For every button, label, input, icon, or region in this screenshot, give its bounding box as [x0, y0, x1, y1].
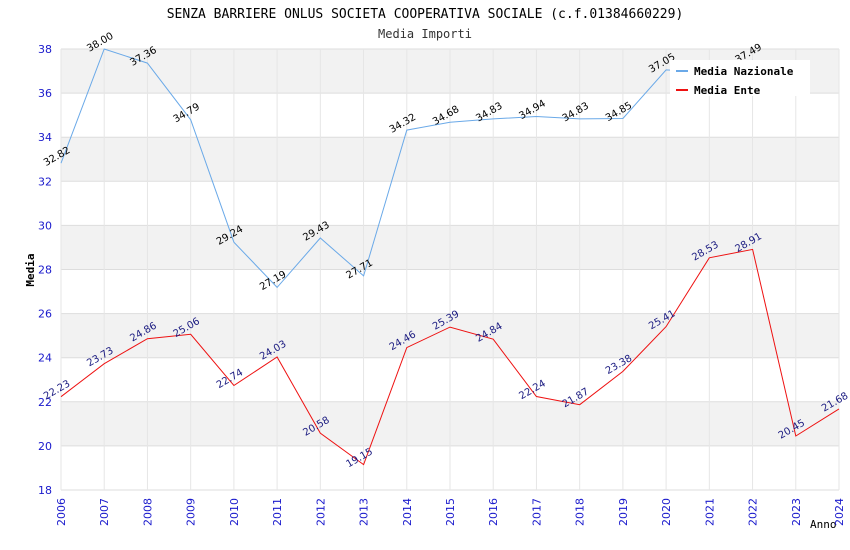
- y-tick-label: 18: [38, 484, 52, 497]
- x-tick-label: 2012: [314, 498, 327, 526]
- series-line-media-ente: [60, 248, 840, 466]
- x-tick-label: 2010: [228, 498, 241, 526]
- legend: Media Nazionale Media Ente: [670, 60, 810, 97]
- x-tick-label: 2011: [271, 498, 284, 526]
- x-tick-label: 2022: [747, 498, 760, 526]
- y-tick-label: 28: [38, 264, 52, 277]
- y-tick-label: 22: [38, 396, 52, 409]
- legend-box: [670, 60, 810, 96]
- x-axis-ticks: 2006 2007 2008 2009 2010 2011 2012 2013 2014 2015…: [55, 498, 846, 526]
- x-tick-label: 2013: [358, 498, 371, 526]
- x-tick-label: 2014: [401, 498, 414, 526]
- y-tick-label: 24: [38, 352, 52, 365]
- y-tick-label: 30: [38, 219, 52, 232]
- x-tick-label: 2007: [98, 498, 111, 526]
- x-tick-label: 2018: [574, 498, 587, 526]
- y-tick-label: 26: [38, 308, 52, 321]
- x-tick-label: 2017: [530, 498, 543, 526]
- x-tick-label: 2009: [185, 498, 198, 526]
- grid-lines: [60, 48, 840, 491]
- chart-title: SENZA BARRIERE ONLUS SOCIETA COOPERATIVA…: [167, 7, 684, 22]
- legend-label: Media Ente: [694, 84, 761, 97]
- x-tick-label: 2006: [55, 498, 68, 526]
- x-tick-label: 2021: [703, 498, 716, 526]
- y-tick-label: 38: [38, 43, 52, 56]
- x-tick-label: 2020: [660, 498, 673, 526]
- x-tick-label: 2015: [444, 498, 457, 526]
- y-tick-label: 32: [38, 175, 52, 188]
- y-tick-label: 34: [38, 131, 52, 144]
- x-tick-label: 2023: [790, 498, 803, 526]
- x-tick-label: 2008: [141, 498, 154, 526]
- legend-label: Media Nazionale: [694, 65, 794, 78]
- x-axis-label: Anno: [810, 518, 837, 531]
- x-tick-label: 2024: [833, 498, 846, 526]
- y-tick-label: 36: [38, 87, 52, 100]
- series-line-media-nazionale: [60, 48, 753, 289]
- x-tick-label: 2016: [487, 498, 500, 526]
- series-lines: [60, 48, 840, 466]
- y-axis-label: Media: [24, 253, 37, 286]
- y-tick-label: 20: [38, 440, 52, 453]
- chart-subtitle: Media Importi: [378, 27, 472, 41]
- y-axis-ticks: 18 20 22 24 26 28 30 32 34 36 38: [38, 43, 52, 497]
- x-tick-label: 2019: [617, 498, 630, 526]
